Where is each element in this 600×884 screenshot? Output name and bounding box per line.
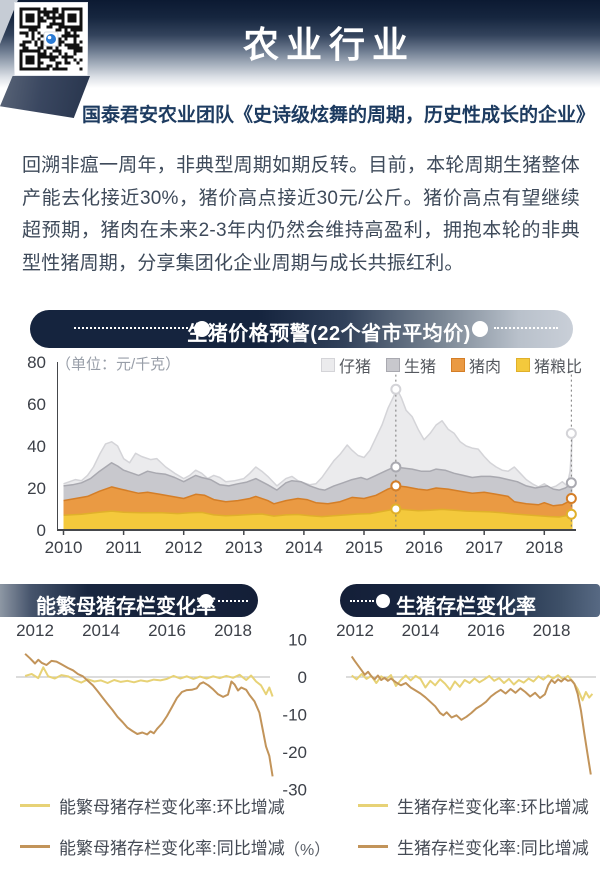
- legend-label: 生猪存栏变化率:环比增减: [397, 798, 589, 817]
- svg-text:-30: -30: [282, 781, 307, 800]
- svg-text:2014: 2014: [82, 621, 120, 640]
- svg-text:2018: 2018: [533, 621, 571, 640]
- svg-text:10: 10: [288, 631, 307, 650]
- dotted-line-icon: [494, 327, 558, 329]
- svg-text:2013: 2013: [225, 538, 263, 557]
- legend-item: 能繁母猪存栏变化率:同比增减: [20, 834, 285, 859]
- qr-code: [0, 0, 104, 122]
- svg-text:-10: -10: [282, 706, 307, 725]
- svg-text:2016: 2016: [405, 538, 443, 557]
- svg-text:80: 80: [27, 353, 46, 372]
- legend-label: 猪肉: [469, 359, 502, 376]
- circle-icon: [472, 321, 488, 337]
- area-swatch-icon: [516, 358, 531, 372]
- svg-text:2012: 2012: [336, 621, 374, 640]
- legend-item: 能繁母猪存栏变化率:环比增减: [20, 793, 285, 818]
- legend-label: 猪粮比: [534, 359, 583, 376]
- svg-text:2014: 2014: [402, 621, 440, 640]
- svg-text:2018: 2018: [214, 621, 252, 640]
- report-subtitle: 国泰君安农业团队《史诗级炫舞的周期，历史性成长的企业》: [82, 105, 596, 126]
- svg-text:60: 60: [27, 395, 46, 414]
- line-swatch-icon: [20, 804, 50, 807]
- page-title: 农业行业: [242, 24, 415, 65]
- circle-icon: [376, 594, 390, 608]
- line-swatch-icon: [358, 845, 388, 848]
- qr-pattern: [19, 7, 83, 71]
- svg-text:40: 40: [27, 437, 46, 456]
- hog-chart-title-banner: 生猪存栏变化率: [340, 584, 600, 618]
- line-swatch-icon: [20, 845, 50, 848]
- main-chart-title-banner: 生猪价格预警(22个省市平均价): [30, 310, 573, 348]
- pig-price-area-chart: 2010 2011 2012 2013 2014 2015 2016 2017 2018 0 20 4…: [27, 353, 577, 557]
- header-banner: 农业行业: [0, 0, 600, 88]
- svg-text:2010: 2010: [45, 538, 83, 557]
- legend-label: 仔猪: [339, 359, 372, 376]
- sow-chart-title: 能繁母猪存栏变化率: [36, 596, 216, 618]
- legend-label: 生猪存栏变化率:同比增减: [397, 839, 589, 858]
- circle-icon: [199, 594, 213, 608]
- svg-text:0: 0: [298, 668, 307, 687]
- svg-text:2017: 2017: [465, 538, 503, 557]
- svg-text:2018: 2018: [525, 538, 563, 557]
- svg-text:2016: 2016: [467, 621, 505, 640]
- area-swatch-icon: [321, 358, 335, 372]
- legend-item: 生猪存栏变化率:环比增减: [358, 793, 589, 818]
- qr-tile: [15, 3, 87, 75]
- percent-unit-label: （%）: [284, 842, 331, 859]
- sow-chart-title-banner: 能繁母猪存栏变化率: [0, 584, 258, 618]
- legend-label: 能繁母猪存栏变化率:环比增减: [59, 798, 285, 817]
- svg-text:20: 20: [27, 479, 46, 498]
- inventory-line-charts: 2012 2014 2016 2018 2012 2014 2016 2018 10 0 -10 -2…: [16, 621, 596, 800]
- area-swatch-icon: [386, 358, 401, 372]
- legend-item: 生猪: [386, 353, 436, 377]
- cube-shadow-decoration: [0, 76, 90, 118]
- main-chart-title: 生猪价格预警(22个省市平均价): [187, 323, 471, 345]
- main-chart-legend: 仔猪 生猪 猪肉 猪粮比: [321, 353, 582, 377]
- svg-text:2011: 2011: [105, 538, 142, 557]
- hog-chart-title: 生猪存栏变化率: [396, 596, 536, 618]
- dotted-line-icon: [74, 327, 188, 329]
- legend-label: 生猪: [404, 359, 437, 376]
- svg-text:0: 0: [37, 521, 46, 540]
- svg-text:2014: 2014: [285, 538, 323, 557]
- legend-item: 仔猪: [321, 353, 371, 377]
- svg-text:2016: 2016: [148, 621, 186, 640]
- dotted-line-icon: [218, 600, 248, 602]
- circle-icon: [194, 321, 210, 337]
- legend-label: 能繁母猪存栏变化率:同比增减: [59, 839, 285, 858]
- svg-text:2012: 2012: [16, 621, 54, 640]
- legend-item: 生猪存栏变化率:同比增减: [358, 834, 589, 859]
- line-swatch-icon: [358, 804, 388, 807]
- svg-text:2012: 2012: [165, 538, 203, 557]
- svg-text:2015: 2015: [345, 538, 383, 557]
- legend-item: 猪肉: [451, 353, 501, 377]
- svg-text:-20: -20: [282, 743, 307, 762]
- unit-label: （单位：元/千克）: [56, 356, 181, 373]
- area-swatch-icon: [451, 358, 466, 372]
- dotted-line-icon: [350, 600, 374, 602]
- summary-paragraph: 回溯非瘟一周年，非典型周期如期反转。目前，本轮周期生猪整体产能去化接近30%，猪…: [22, 155, 580, 274]
- legend-item: 猪粮比: [516, 353, 582, 377]
